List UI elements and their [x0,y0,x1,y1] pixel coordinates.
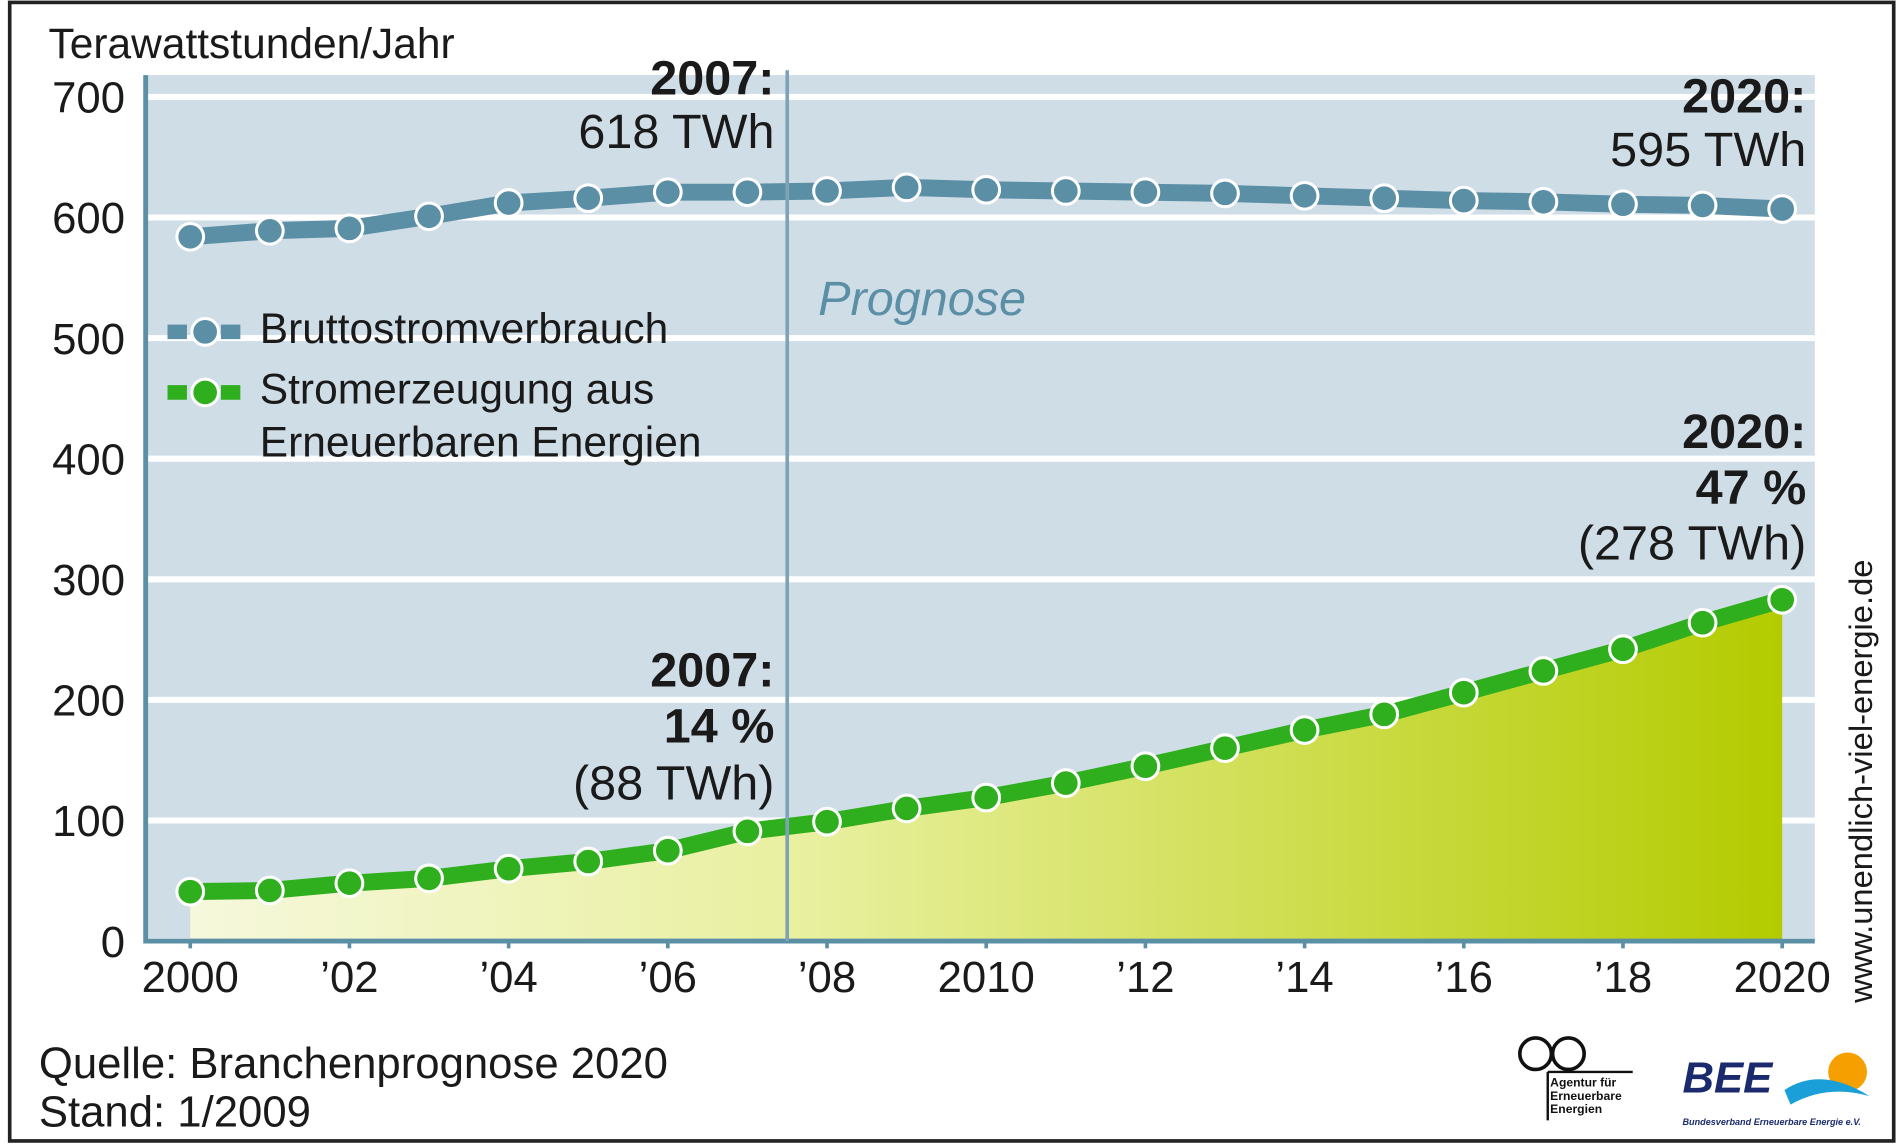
area [190,599,1783,942]
legend-swatch [190,317,221,347]
website: www.unendlich-viel-energie.de [1842,560,1879,1004]
prognosis-label: Prognose [818,272,1026,326]
legend-entry: Bruttostromverbrauch [259,305,669,353]
point [1528,186,1559,217]
x-tick-label: ’14 [1275,953,1333,1002]
point [493,188,524,218]
point [414,863,444,894]
x-tick-label: ’08 [798,953,856,1002]
point [1687,190,1718,221]
point [1767,194,1798,224]
logo-bee-text: BEE [1682,1054,1774,1103]
annotation: 14 % [664,700,775,754]
point [1448,677,1479,708]
point [1289,180,1320,211]
logo-aee-text: Agentur für Erneuerbare Energien [1550,1076,1622,1117]
y-tick-label: 600 [52,194,125,243]
legend: Bruttostromverbrauch Stromerzeugung aus E… [167,305,702,467]
x-tick-label: ’12 [1116,953,1174,1002]
annotation: (278 TWh) [1578,517,1806,571]
point [1369,183,1400,214]
legend-label: Bruttostromverbrauch [259,305,669,353]
area-layer [190,599,1783,942]
logo-shape [1784,1079,1870,1105]
point [891,793,922,824]
x-tick-label: ’16 [1435,953,1493,1002]
point [254,215,285,246]
y-tick-label: 700 [52,74,125,123]
point [175,221,206,252]
point [652,835,683,866]
point [1369,699,1400,730]
x-tick-label: 2000 [142,953,239,1002]
line-layer [175,172,1798,907]
logo-aee: Agentur für Erneuerbare Energien [1518,1036,1633,1121]
annotation: 595 TWh [1610,123,1806,177]
point [254,875,285,906]
x-tick-label: ’04 [479,953,537,1002]
logo-text-box: Agentur für Erneuerbare Energien [1550,1076,1622,1117]
x-tick-label: ’06 [639,953,697,1002]
y-tick-label: 0 [101,918,125,967]
point [1687,607,1718,638]
point [1050,176,1081,206]
point [1608,189,1638,220]
x-tick-label: 2020 [1734,953,1831,1002]
annotation: 47 % [1696,461,1807,515]
legend-label: Stromerzeugung aus Erneuerbaren Energien [259,365,702,467]
x-tick-label: ’02 [320,953,378,1002]
point [652,177,683,208]
point [573,846,604,877]
point [971,782,1002,813]
point [891,172,922,203]
date: Stand: 1/2009 [39,1087,311,1136]
point [971,174,1002,205]
point [1130,751,1161,782]
annotation: 2007: [650,52,774,106]
point [1448,185,1479,216]
logo-bee-sub: Bundesverband Erneuerbare Energie e.V. [1682,1117,1860,1127]
point [1608,634,1638,665]
point [1210,178,1240,209]
legend-entry: Stromerzeugung aus Erneuerbaren Energien [259,365,702,467]
annotation: 2020: [1682,70,1806,124]
point [1528,656,1559,686]
x-tick-label: ’18 [1594,953,1652,1002]
point [812,806,842,837]
annotation: 2007: [650,644,774,698]
point [1130,177,1161,208]
point [1050,768,1081,798]
logo-shape [1550,1036,1586,1072]
axes: 0 100 200 300 400 500 600 700 2000 ’02 ’04 ’06 ’08 20… [52,70,1831,1002]
point [812,176,842,206]
point [1289,715,1320,745]
point [1210,733,1240,763]
point [334,213,365,244]
annotation: 618 TWh [578,105,774,159]
y-tick-label: 200 [52,677,125,726]
point [732,177,763,208]
y-tick-label: 400 [52,435,125,484]
logo-bee: BEE Bundesverband Erneuerbare Energie e.… [1682,1052,1870,1127]
point [175,876,206,907]
legend-swatch [190,377,221,408]
logo-shape [1828,1052,1868,1092]
point [334,868,365,899]
point [732,816,763,847]
point [414,201,444,232]
y-axis-label: Terawattstunden/Jahr [49,20,455,67]
annotation: 2020: [1682,405,1806,459]
point [493,853,524,884]
source: Quelle: Branchenprognose 2020 [39,1039,668,1088]
annotation: (88 TWh) [573,756,774,810]
y-tick-label: 300 [52,556,125,605]
point [1767,584,1798,615]
x-tick-label: 2010 [938,953,1035,1002]
y-tick-label: 100 [52,797,125,846]
point [573,183,604,214]
y-tick-label: 500 [52,315,125,364]
